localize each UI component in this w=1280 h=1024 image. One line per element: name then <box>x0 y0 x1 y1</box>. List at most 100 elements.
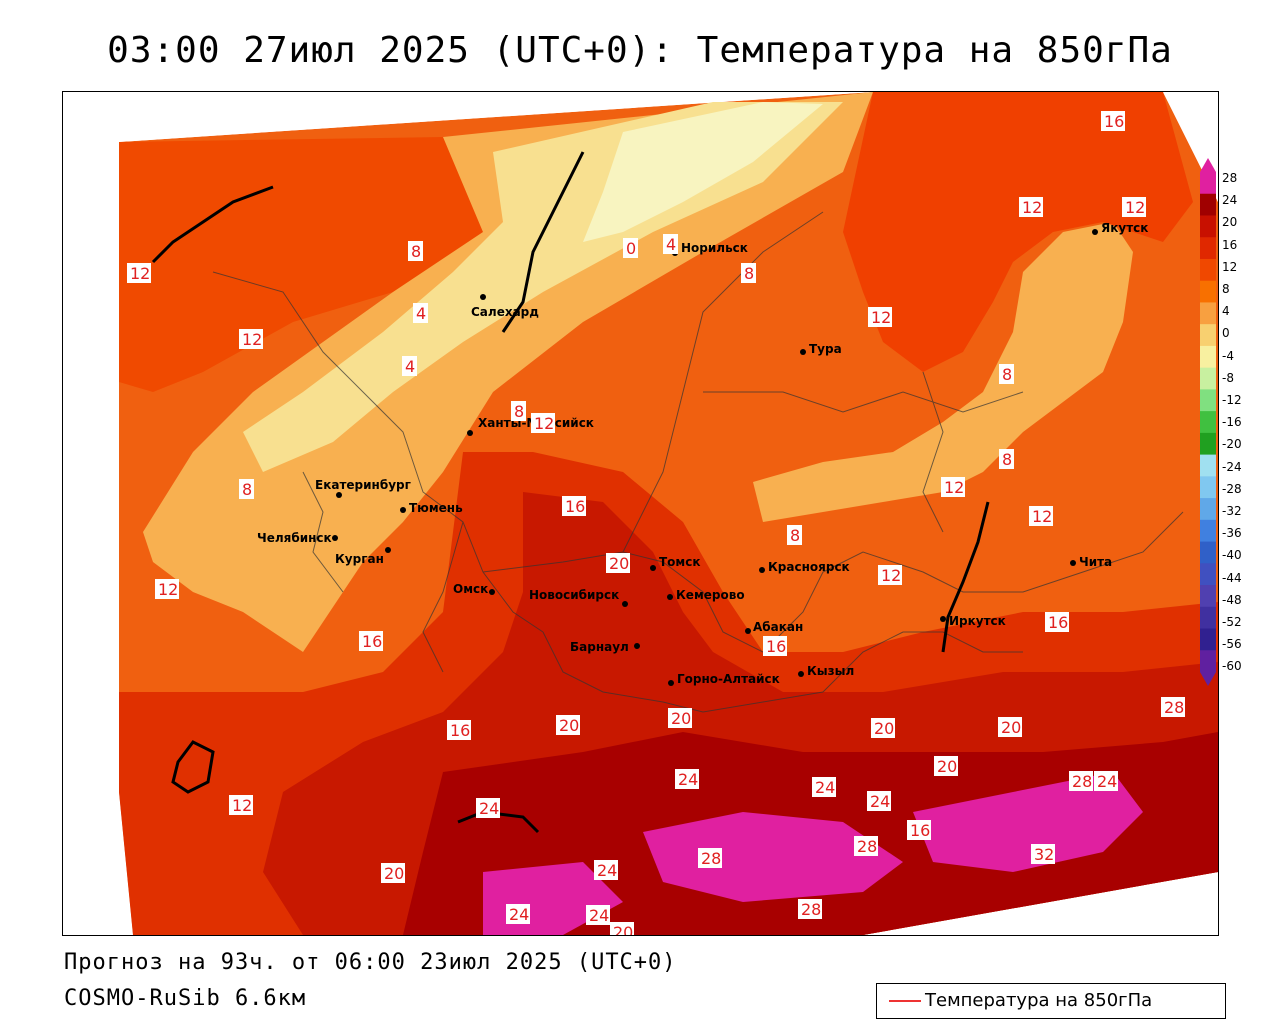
colorbar-tick-label: -24 <box>1222 459 1242 474</box>
isotherm-label: 12 <box>878 565 902 585</box>
isotherm-label: 16 <box>1045 612 1069 632</box>
isotherm-label: 16 <box>1101 111 1125 131</box>
isotherm-label: 28 <box>798 899 822 919</box>
region-boundaries <box>212 211 1184 713</box>
colorbar-segment <box>1200 519 1216 543</box>
isotherm-label: 8 <box>741 263 756 283</box>
svg-text:28: 28 <box>857 837 877 856</box>
svg-text:12: 12 <box>158 580 178 599</box>
isotherm-label: 28 <box>698 848 722 868</box>
isotherm-label: 24 <box>1094 771 1118 791</box>
colorbar-segment <box>1200 585 1216 608</box>
svg-text:4: 4 <box>405 357 415 376</box>
colorbar-segment <box>1200 606 1216 630</box>
colorbar-tick-label: 20 <box>1222 215 1238 230</box>
svg-text:24: 24 <box>589 906 609 925</box>
isotherm-label: 12 <box>127 263 151 283</box>
colorbar-tick-label: -40 <box>1222 548 1242 563</box>
isotherm-label: 4 <box>413 303 428 323</box>
isotherm-label: 12 <box>868 307 892 327</box>
isotherm-label: 16 <box>447 720 471 740</box>
city-gorno-altaysk: Горно-Алтайск <box>668 672 780 686</box>
isotherm-label: 20 <box>871 718 895 738</box>
isotherm-label: 12 <box>229 795 253 815</box>
colorbar-tick-label: -44 <box>1222 570 1242 585</box>
svg-text:20: 20 <box>671 709 691 728</box>
colorbar-segment <box>1200 476 1216 499</box>
model-name: COSMO-RuSib 6.6км <box>64 986 307 1011</box>
city-kurgan: Курган <box>335 547 391 566</box>
svg-text:Новосибирск: Новосибирск <box>529 588 619 602</box>
isotherm-label: 8 <box>787 525 802 545</box>
svg-text:12: 12 <box>871 308 891 327</box>
forecast-info: Прогноз на 93ч. от 06:00 23июл 2025 (UTC… <box>64 950 677 975</box>
colorbar-segment <box>1200 628 1216 651</box>
field-12-nw <box>119 137 483 392</box>
svg-text:12: 12 <box>881 566 901 585</box>
svg-text:12: 12 <box>242 330 262 349</box>
svg-text:16: 16 <box>565 497 585 516</box>
legend-label: Температура на 850гПа <box>925 990 1153 1011</box>
colorbar-segment <box>1200 237 1216 260</box>
svg-text:20: 20 <box>609 554 629 573</box>
svg-text:20: 20 <box>1001 718 1021 737</box>
isotherm-label: 12 <box>239 329 263 349</box>
svg-text:0: 0 <box>626 239 636 258</box>
svg-text:Норильск: Норильск <box>681 241 748 255</box>
city-novosibirsk: Новосибирск <box>529 588 628 607</box>
colorbar-tick-label: 16 <box>1222 237 1238 252</box>
isotherm-label: 8 <box>999 364 1014 384</box>
field-28-south-b <box>913 772 1143 872</box>
colorbar-segment <box>1200 411 1216 434</box>
svg-text:12: 12 <box>534 414 554 433</box>
svg-text:Горно-Алтайск: Горно-Алтайск <box>677 672 780 686</box>
svg-text:12: 12 <box>1032 507 1052 526</box>
colorbar-segment <box>1200 215 1216 238</box>
colorbar-tick-label: -60 <box>1222 659 1242 674</box>
svg-text:16: 16 <box>1104 112 1124 131</box>
colorbar-tick-label: -8 <box>1222 370 1234 385</box>
svg-text:4: 4 <box>416 304 426 323</box>
isotherm-label: 12 <box>531 413 555 433</box>
isotherm-label: 12 <box>941 477 965 497</box>
svg-text:12: 12 <box>232 796 252 815</box>
svg-text:Екатеринбург: Екатеринбург <box>315 478 411 492</box>
svg-text:Салехард: Салехард <box>471 305 539 319</box>
svg-text:20: 20 <box>937 757 957 776</box>
svg-text:8: 8 <box>1002 450 1012 469</box>
isotherm-label: 12 <box>1122 197 1146 217</box>
city-kemerovo: Кемерово <box>667 588 745 602</box>
colorbar-segment <box>1200 172 1216 195</box>
svg-text:Кызыл: Кызыл <box>807 664 854 678</box>
svg-text:16: 16 <box>450 721 470 740</box>
svg-text:24: 24 <box>509 905 529 924</box>
field-12-ne <box>843 92 1193 372</box>
isotherm-label: 20 <box>556 715 580 735</box>
colorbar-tick-label: -12 <box>1222 393 1242 407</box>
colorbar-tick-label: -48 <box>1222 592 1242 607</box>
temperature-colorbar <box>1200 158 1216 686</box>
isotherm-label: 4 <box>663 234 678 254</box>
svg-text:8: 8 <box>242 480 252 499</box>
colorbar-tick-label: -4 <box>1222 348 1234 363</box>
svg-text:8: 8 <box>744 264 754 283</box>
map-canvas: Норильск Салехард Ханты-Мансийск Екатери… <box>63 92 1218 935</box>
isotherm-label: 16 <box>562 496 586 516</box>
isotherm-label: 24 <box>506 904 530 924</box>
city-abakan: Абакан <box>745 620 803 634</box>
isotherm-label: 0 <box>623 238 638 258</box>
isotherm-label: 24 <box>586 905 610 925</box>
city-tyumen: Тюмень <box>400 501 463 515</box>
svg-text:24: 24 <box>815 778 835 797</box>
colorbar-segment <box>1200 432 1216 456</box>
colorbar-tick-label: 24 <box>1222 193 1238 208</box>
colorbar-tick-label: 12 <box>1222 259 1238 274</box>
svg-text:28: 28 <box>701 849 721 868</box>
isotherm-label: 16 <box>763 636 787 656</box>
colorbar-tick-label: -32 <box>1222 504 1242 518</box>
isotherm-label: 24 <box>812 777 836 797</box>
isotherm-label: 12 <box>1029 506 1053 526</box>
legend-line-swatch <box>889 1000 921 1002</box>
isotherm-label: 24 <box>594 860 618 880</box>
